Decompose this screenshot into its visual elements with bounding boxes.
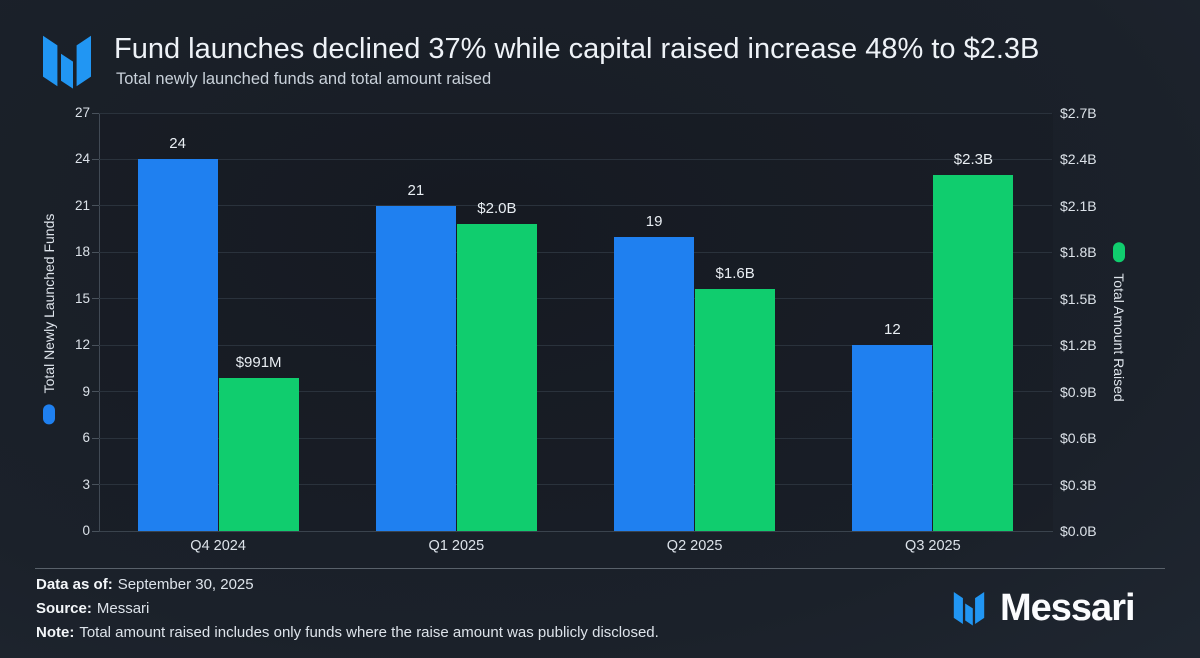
left-axis-tick-label: 21 xyxy=(74,197,90,213)
left-axis-title-text: Total Newly Launched Funds xyxy=(41,213,57,394)
x-axis-tick-label: Q1 2025 xyxy=(428,538,485,554)
bar-launches-q1-2025 xyxy=(375,205,456,531)
left-axis-tick-label: 15 xyxy=(74,290,90,306)
left-axis-tick xyxy=(92,391,99,393)
messari-logo-icon xyxy=(953,592,985,626)
left-axis-tick xyxy=(92,437,99,439)
footer-note-label: Note: xyxy=(36,624,75,641)
left-axis-tick xyxy=(92,298,99,300)
bar-value-label: $1.6B xyxy=(715,265,755,283)
bar-raised-q1-2025 xyxy=(456,224,537,531)
left-axis-tick-label: 18 xyxy=(74,244,90,260)
right-axis-tick-label: $2.1B xyxy=(1060,197,1097,214)
bar-raised-q3-2025 xyxy=(933,174,1014,531)
gridline xyxy=(99,158,1052,160)
right-axis-tick-label: $1.5B xyxy=(1060,290,1097,307)
bar-value-label: 19 xyxy=(645,212,663,230)
chart-title: Fund launches declined 37% while capital… xyxy=(114,33,1040,65)
raised-legend-pill xyxy=(1113,242,1125,263)
chart-subtitle: Total newly launched funds and total amo… xyxy=(116,70,492,88)
messari-brand: Messari xyxy=(950,586,1136,630)
right-axis-tick-label: $1.2B xyxy=(1060,337,1097,354)
footer-note-value: Total amount raised includes only funds … xyxy=(79,624,659,641)
bar-value-label: 21 xyxy=(407,181,425,199)
bar-raised-q4-2024 xyxy=(218,377,299,531)
bar-value-label: $2.3B xyxy=(953,150,993,168)
left-axis-tick xyxy=(92,344,99,346)
left-axis-tick-label: 0 xyxy=(82,523,90,538)
left-axis-tick xyxy=(92,158,99,160)
messari-logo-icon xyxy=(43,35,91,89)
footer-data-as-of-label: Data as of: xyxy=(36,576,113,593)
bar-launches-q2-2025 xyxy=(614,236,695,531)
bar-launches-q4-2024 xyxy=(137,159,218,531)
bar-value-label: 12 xyxy=(884,321,901,339)
footer-note: Note: Total amount raised includes only f… xyxy=(36,624,659,641)
launches-legend-pill xyxy=(43,404,55,425)
bar-value-label: 24 xyxy=(169,135,186,153)
bar-launches-q3-2025 xyxy=(852,345,933,531)
left-axis-tick xyxy=(92,205,99,207)
left-axis-tick-label: 9 xyxy=(82,383,90,399)
bar-value-label: $2.0B xyxy=(477,200,517,218)
right-axis-tick-label: $1.8B xyxy=(1060,244,1097,261)
left-axis-tick-label: 27 xyxy=(74,105,90,120)
messari-wordmark: Messari xyxy=(1000,587,1136,629)
left-axis-title: Total Newly Launched Funds xyxy=(41,214,57,425)
footer-divider xyxy=(35,568,1165,569)
gridline xyxy=(99,391,1052,393)
footer-source-label: Source: xyxy=(36,600,92,617)
right-axis-title-text: Total Amount Raised xyxy=(1111,273,1127,402)
right-axis-tick-label: $2.7B xyxy=(1060,105,1097,121)
right-axis-title: Total Amount Raised xyxy=(1111,242,1127,402)
left-axis-tick-label: 12 xyxy=(74,337,90,353)
left-axis-tick-label: 6 xyxy=(82,430,90,446)
bar-value-label: $991M xyxy=(235,353,282,371)
footer-source: Source: Messari xyxy=(36,600,149,617)
right-axis-tick-label: $0.3B xyxy=(1060,476,1097,493)
gridline xyxy=(99,298,1052,300)
right-axis-tick-label: $0.0B xyxy=(1060,523,1097,539)
left-axis-tick-label: 24 xyxy=(74,151,90,167)
left-axis-tick-label: 3 xyxy=(82,476,90,492)
gridline xyxy=(99,484,1052,486)
left-axis-tick xyxy=(92,530,99,532)
right-axis-tick-label: $0.9B xyxy=(1060,383,1097,400)
left-axis-tick xyxy=(92,484,99,486)
gridline xyxy=(99,251,1052,253)
right-axis-tick-label: $0.6B xyxy=(1060,430,1097,447)
left-axis-tick xyxy=(92,112,99,114)
gridline xyxy=(99,344,1052,346)
bar-raised-q2-2025 xyxy=(695,289,776,531)
x-axis-tick-label: Q3 2025 xyxy=(905,538,961,554)
gridline xyxy=(99,112,1052,114)
left-axis-tick xyxy=(92,251,99,253)
footer-source-value: Messari xyxy=(96,600,150,617)
x-axis-tick-label: Q4 2024 xyxy=(190,538,246,554)
footer-data-as-of-value: September 30, 2025 xyxy=(117,576,254,593)
x-axis-tick-label: Q2 2025 xyxy=(666,538,723,554)
right-axis-tick-label: $2.4B xyxy=(1060,151,1097,168)
footer-data-as-of: Data as of: September 30, 2025 xyxy=(36,576,254,593)
gridline xyxy=(99,437,1052,439)
gridline xyxy=(99,205,1052,207)
